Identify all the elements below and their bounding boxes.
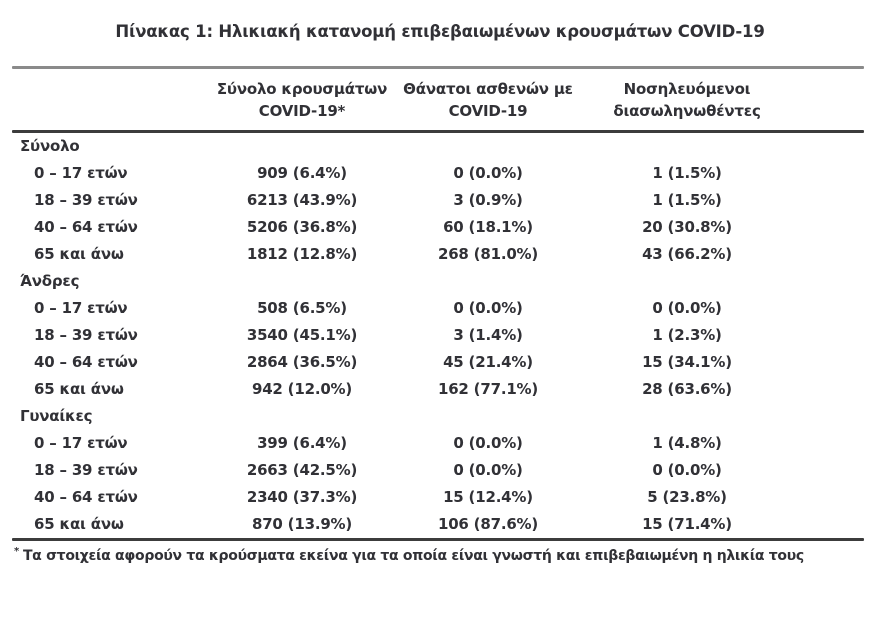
value-cell: 399 (6.4%) <box>257 434 347 452</box>
data-row: 0 – 17 ετών 909 (6.4%) 0 (0.0%) 1 (1.5%) <box>12 160 864 187</box>
value-cell: 5206 (36.8%) <box>246 218 358 236</box>
value-cell: 0 (0.0%) <box>453 164 523 182</box>
value-cell: 15 (12.4%) <box>443 488 533 506</box>
value-cell: 60 (18.1%) <box>443 218 533 236</box>
value-cell: 870 (13.9%) <box>251 515 353 533</box>
top-rule <box>12 66 864 69</box>
data-row: 65 και άνω 942 (12.0%) 162 (77.1%) 28 (63.6… <box>12 376 864 403</box>
column-header-line: COVID-19* <box>258 102 346 120</box>
value-cell: 3 (0.9%) <box>453 191 523 209</box>
section-row: Σύνολο <box>12 133 864 160</box>
age-group-label: 40 – 64 ετών <box>34 353 138 371</box>
age-group-label: 40 – 64 ετών <box>34 218 138 236</box>
column-header-line: Σύνολο κρουσμάτων <box>216 80 388 98</box>
section-row: Άνδρες <box>12 268 864 295</box>
value-cell: 43 (66.2%) <box>642 245 732 263</box>
value-cell: 942 (12.0%) <box>251 380 353 398</box>
value-cell: 20 (30.8%) <box>642 218 732 236</box>
value-cell: 28 (63.6%) <box>642 380 732 398</box>
data-row: 40 – 64 ετών 2340 (37.3%) 15 (12.4%) 5 (23.… <box>12 484 864 511</box>
age-group-label: 65 και άνω <box>34 515 124 533</box>
header-rule <box>12 130 864 133</box>
data-row: 18 – 39 ετών 6213 (43.9%) 3 (0.9%) 1 (1.5%) <box>12 187 864 214</box>
column-header-line: διασωληνωθέντες <box>613 102 761 120</box>
footnote: * Τα στοιχεία αφορούν τα κρούσματα εκείνα… <box>12 545 864 567</box>
value-cell: 6213 (43.9%) <box>246 191 358 209</box>
column-header-line: Νοσηλευόμενοι <box>623 80 751 98</box>
data-row: 65 και άνω 1812 (12.8%) 268 (81.0%) 43 (66.… <box>12 241 864 268</box>
value-cell: 1812 (12.8%) <box>246 245 358 263</box>
value-cell: 268 (81.0%) <box>437 245 539 263</box>
age-group-label: 65 και άνω <box>34 245 124 263</box>
age-group-label: 65 και άνω <box>34 380 124 398</box>
data-row: 40 – 64 ετών 5206 (36.8%) 60 (18.1%) 20 (30… <box>12 214 864 241</box>
data-row: 40 – 64 ετών 2864 (36.5%) 45 (21.4%) 15 (34… <box>12 349 864 376</box>
age-group-label: 40 – 64 ετών <box>34 488 138 506</box>
value-cell: 162 (77.1%) <box>437 380 539 398</box>
value-cell: 45 (21.4%) <box>443 353 533 371</box>
value-cell: 0 (0.0%) <box>453 461 523 479</box>
value-cell: 0 (0.0%) <box>652 299 722 317</box>
data-row: 18 – 39 ετών 2663 (42.5%) 0 (0.0%) 0 (0.0%) <box>12 457 864 484</box>
value-cell: 3540 (45.1%) <box>246 326 358 344</box>
footnote-marker: * <box>14 546 19 558</box>
section-label: Σύνολο <box>20 137 80 155</box>
age-distribution-table: Σύνολο κρουσμάτων COVID-19* Θάνατοι ασθε… <box>12 66 864 567</box>
age-group-label: 18 – 39 ετών <box>34 191 138 209</box>
column-header-row: Σύνολο κρουσμάτων COVID-19* Θάνατοι ασθε… <box>12 69 864 130</box>
data-row: 0 – 17 ετών 508 (6.5%) 0 (0.0%) 0 (0.0%) <box>12 295 864 322</box>
value-cell: 1 (1.5%) <box>652 191 722 209</box>
value-cell: 15 (34.1%) <box>642 353 732 371</box>
table-body: Σύνολο 0 – 17 ετών 909 (6.4%) 0 (0.0%) 1 (1.… <box>12 133 864 538</box>
age-group-label: 18 – 39 ετών <box>34 326 138 344</box>
value-cell: 2340 (37.3%) <box>246 488 358 506</box>
table-title: Πίνακας 1: Ηλικιακή κατανομή επιβεβαιωμέ… <box>115 22 765 41</box>
value-cell: 106 (87.6%) <box>437 515 539 533</box>
data-row: 0 – 17 ετών 399 (6.4%) 0 (0.0%) 1 (4.8%) <box>12 430 864 457</box>
age-group-label: 18 – 39 ετών <box>34 461 138 479</box>
value-cell: 3 (1.4%) <box>453 326 523 344</box>
column-header-intubated: Νοσηλευόμενοι διασωληνωθέντες <box>580 78 794 122</box>
age-group-label: 0 – 17 ετών <box>34 434 128 452</box>
data-row: 65 και άνω 870 (13.9%) 106 (87.6%) 15 (71.4… <box>12 511 864 538</box>
section-row: Γυναίκες <box>12 403 864 430</box>
column-header-line: Θάνατοι ασθενών με <box>403 80 573 98</box>
section-label: Γυναίκες <box>20 407 93 425</box>
bottom-rule <box>12 538 864 541</box>
value-cell: 5 (23.8%) <box>647 488 727 506</box>
age-group-label: 0 – 17 ετών <box>34 299 128 317</box>
value-cell: 0 (0.0%) <box>453 299 523 317</box>
section-label: Άνδρες <box>20 272 80 290</box>
value-cell: 15 (71.4%) <box>642 515 732 533</box>
value-cell: 1 (2.3%) <box>652 326 722 344</box>
row-label-header-spacer <box>12 78 208 122</box>
value-cell: 0 (0.0%) <box>652 461 722 479</box>
value-cell: 2864 (36.5%) <box>246 353 358 371</box>
value-cell: 2663 (42.5%) <box>246 461 358 479</box>
column-header-total-cases: Σύνολο κρουσμάτων COVID-19* <box>208 78 396 122</box>
value-cell: 909 (6.4%) <box>257 164 347 182</box>
value-cell: 1 (1.5%) <box>652 164 722 182</box>
age-group-label: 0 – 17 ετών <box>34 164 128 182</box>
value-cell: 0 (0.0%) <box>453 434 523 452</box>
value-cell: 1 (4.8%) <box>652 434 722 452</box>
column-header-line: COVID-19 <box>448 102 528 120</box>
value-cell: 508 (6.5%) <box>257 299 347 317</box>
footnote-text: Τα στοιχεία αφορούν τα κρούσματα εκείνα … <box>22 548 804 564</box>
data-row: 18 – 39 ετών 3540 (45.1%) 3 (1.4%) 1 (2.3%) <box>12 322 864 349</box>
column-header-deaths: Θάνατοι ασθενών με COVID-19 <box>396 78 580 122</box>
